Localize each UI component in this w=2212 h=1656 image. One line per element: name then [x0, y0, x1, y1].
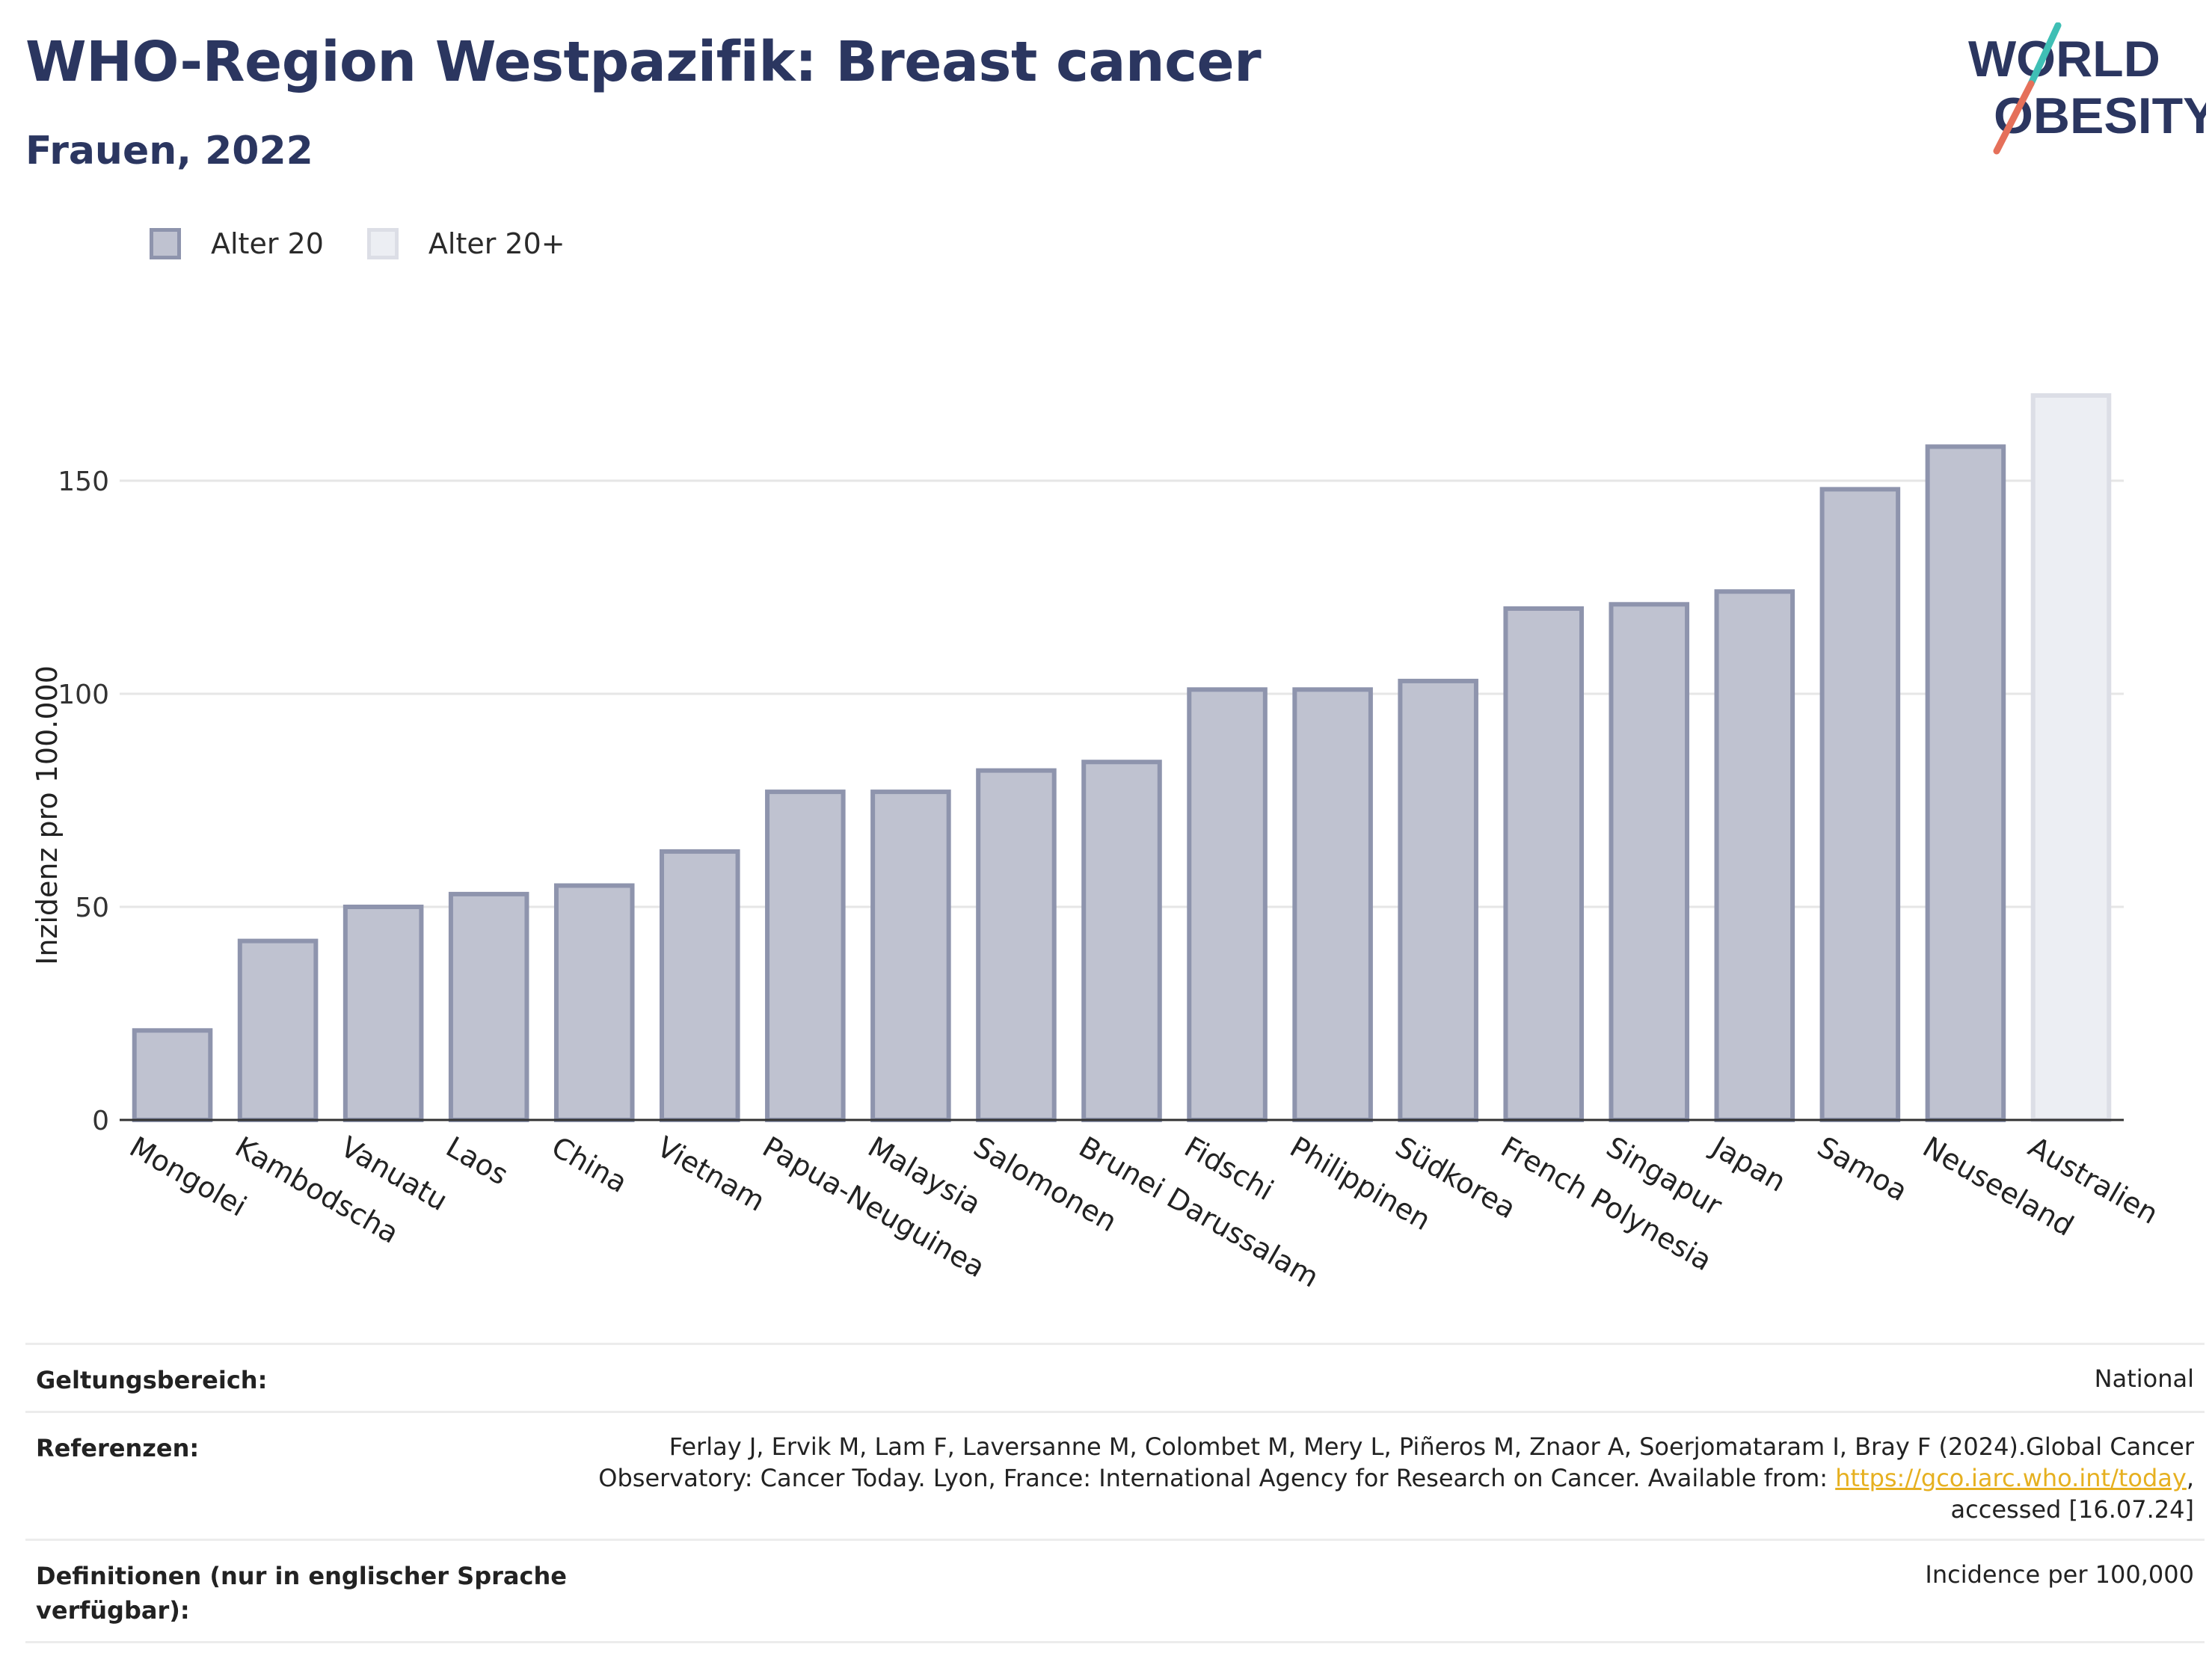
meta-val-references: Ferlay J, Ervik M, Lam F, Laversanne M, … — [586, 1431, 2194, 1525]
x-tick-label: Laos — [440, 1130, 514, 1192]
reference-link[interactable]: https://gco.iarc.who.int/today — [1835, 1464, 2187, 1492]
meta-row-references: Referenzen: Ferlay J, Ervik M, Lam F, La… — [25, 1411, 2205, 1539]
meta-row-scope: Geltungsbereich: National — [25, 1343, 2205, 1411]
legend-swatch-alter-20-plus — [366, 228, 399, 259]
bar-vietnam[interactable] — [660, 849, 740, 1123]
world-obesity-logo: WORLD OBESITY — [1968, 22, 2206, 155]
bar-brunei-darussalam[interactable] — [1081, 760, 1162, 1122]
y-tick-label: 150 — [58, 467, 109, 497]
logo-slash-teal — [2027, 22, 2062, 87]
logo-slash-coral — [1993, 80, 2035, 155]
chart-title: WHO-Region Westpazifik: Breast cancer — [25, 30, 1262, 94]
meta-val-scope: National — [2094, 1364, 2194, 1393]
meta-key-definitions: Definitionen (nur in englischer Sprache … — [36, 1562, 567, 1625]
legend-label-alter-20: Alter 20 — [211, 227, 324, 260]
bar-samoa[interactable] — [1819, 487, 1901, 1122]
y-axis-label: Inzidenz pro 100.000 — [31, 665, 64, 965]
chart-subtitle: Frauen, 2022 — [25, 129, 313, 173]
logo-line1: WORLD — [1968, 31, 2160, 87]
y-tick-label: 0 — [92, 1106, 109, 1136]
x-tick-label: Vietnam — [651, 1130, 770, 1218]
legend-label-alter-20-plus: Alter 20+ — [428, 227, 565, 260]
meta-key-references: Referenzen: — [36, 1434, 200, 1462]
x-tick-label: China — [546, 1130, 633, 1199]
bar-singapur[interactable] — [1609, 602, 1690, 1122]
reference-accessed: , accessed [16.07.24] — [1950, 1464, 2194, 1524]
logo-line2: OBESITY — [1994, 87, 2206, 144]
meta-key-scope: Geltungsbereich: — [36, 1366, 268, 1394]
bar-südkorea[interactable] — [1398, 678, 1478, 1122]
bar-japan[interactable] — [1714, 589, 1795, 1122]
chart-legend: Alter 20 Alter 20+ — [150, 223, 609, 265]
bar-malaysia[interactable] — [870, 789, 951, 1122]
bar-mongolei[interactable] — [132, 1028, 213, 1122]
bar-philippinen[interactable] — [1292, 687, 1373, 1122]
x-tick-label: Mongolei — [124, 1130, 252, 1223]
bar-fidschi[interactable] — [1187, 687, 1268, 1122]
legend-swatch-alter-20 — [150, 228, 181, 259]
meta-row-definitions: Definitionen (nur in englischer Sprache … — [25, 1539, 2205, 1643]
bar-australien[interactable] — [2030, 393, 2112, 1122]
bar-salomonen[interactable] — [976, 768, 1057, 1122]
legend-item-alter-20[interactable]: Alter 20 — [150, 227, 324, 260]
bar-laos[interactable] — [448, 891, 529, 1123]
y-tick-label: 50 — [75, 893, 109, 923]
metadata-table: Geltungsbereich: National Referenzen: Fe… — [25, 1343, 2205, 1643]
meta-val-definitions: Incidence per 100,000 — [1925, 1560, 2194, 1589]
bar-kambodscha[interactable] — [237, 938, 319, 1122]
bar-neuseeland[interactable] — [1925, 444, 2006, 1122]
x-tick-label: Samoa — [1812, 1130, 1913, 1208]
bar-papua-neuguinea[interactable] — [765, 789, 846, 1122]
bar-vanuatu[interactable] — [342, 905, 424, 1122]
bar-french-polynesia[interactable] — [1503, 606, 1584, 1122]
reference-text: Ferlay J, Ervik M, Lam F, Laversanne M, … — [598, 1432, 2194, 1492]
legend-item-alter-20-plus[interactable]: Alter 20+ — [366, 227, 565, 260]
y-tick-label: 100 — [58, 680, 109, 710]
bar-china[interactable] — [553, 883, 635, 1122]
